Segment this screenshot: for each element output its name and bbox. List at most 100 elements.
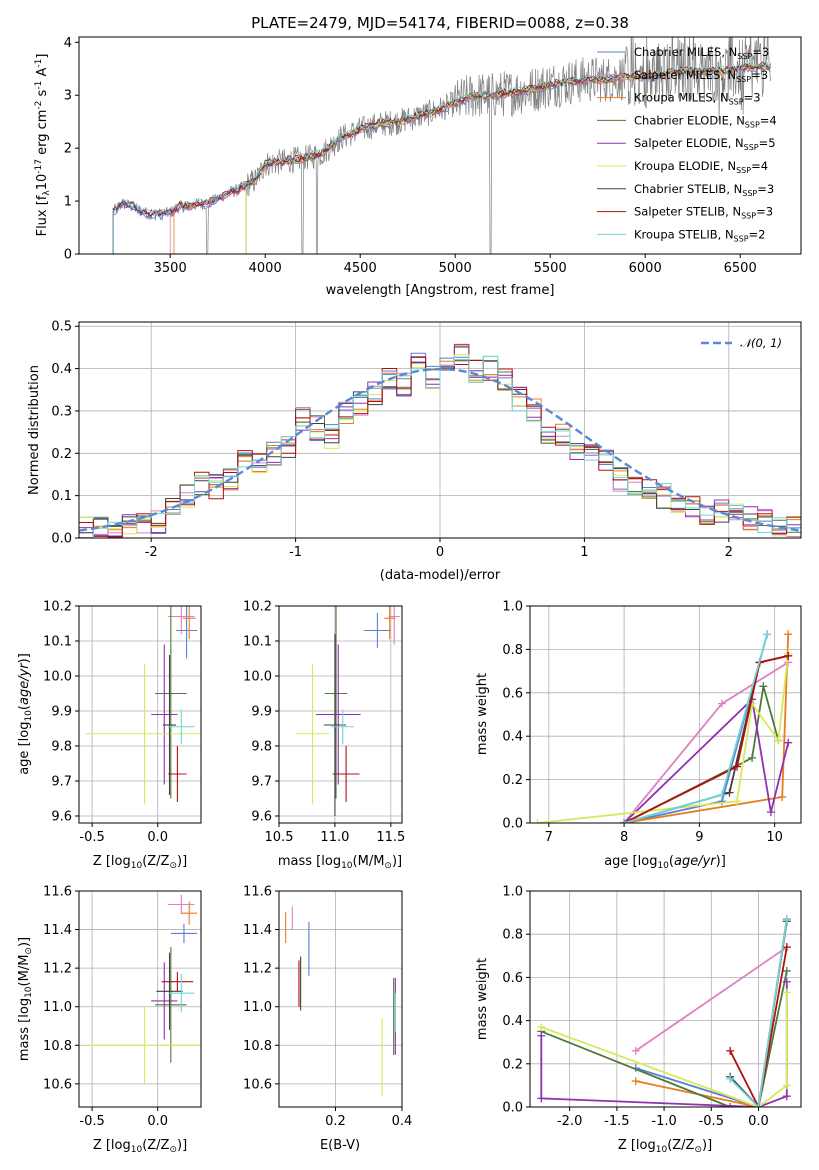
plus-marker (783, 1092, 791, 1100)
y-tick-label: 0.0 (502, 817, 523, 832)
legend-equals: = (760, 113, 770, 127)
y-axis-label-part: age/yr (17, 662, 32, 705)
x-axis-label: age [log10(age/yr)] (604, 854, 726, 871)
legend-equals: = (749, 227, 759, 241)
mass-weight-line (624, 656, 788, 823)
legend-n-prefix: N (734, 182, 743, 196)
legend-n-value: 5 (768, 136, 775, 150)
legend-n-sub: SSP (741, 212, 756, 221)
y-axis-label-part: ] (35, 54, 50, 59)
y-axis-label: mass weight (475, 673, 490, 755)
plus-marker (725, 789, 733, 797)
y-tick-label: 4 (64, 36, 72, 51)
x-tick-label: -0.5 (699, 1114, 724, 1129)
y-tick-label: 0.2 (502, 773, 523, 788)
legend-equals: = (751, 68, 761, 82)
legend-n-sub: SSP (729, 98, 744, 107)
x-axis-label-part: )] (177, 854, 187, 869)
x-tick-label: 10 (766, 830, 783, 845)
plus-marker (763, 630, 771, 638)
plus-marker (784, 739, 792, 747)
legend-separator: , (718, 227, 725, 241)
y-tick-label: 0.2 (502, 1057, 523, 1072)
y-axis-label-part: s (35, 89, 50, 100)
axes-frame (79, 606, 201, 823)
legend-separator: , (721, 45, 728, 59)
x-tick-label: -1.0 (651, 1114, 676, 1129)
legend-n-prefix: N (727, 68, 736, 82)
y-tick-label: 11.6 (43, 885, 72, 900)
y-tick-label: 0.1 (51, 489, 72, 504)
legend-series-name: Kroupa STELIB (634, 227, 718, 241)
y-tick-label: 10.8 (243, 1039, 272, 1054)
x-tick-label: 0.2 (325, 1114, 346, 1129)
y-tick-label: 0.8 (502, 643, 523, 658)
y-axis-label-part: 10 (24, 986, 34, 998)
legend-n-prefix: N (727, 159, 736, 173)
x-axis-label-part: (Z/Z (142, 854, 169, 869)
plus-marker (767, 808, 775, 816)
legend-entry: Chabrier ELODIE, NSSP=4 (634, 113, 777, 129)
x-axis-label-part: (M/M (353, 854, 385, 869)
y-tick-label: 0.6 (502, 686, 523, 701)
axes-frame (279, 891, 402, 1107)
legend-entry: Chabrier STELIB, NSSP=3 (634, 182, 774, 198)
x-axis-label-part: ⊙ (694, 1145, 702, 1155)
legend-entry: Salpeter ELODIE, NSSP=5 (634, 136, 776, 152)
y-axis-label: age [log10(age/yr)] (17, 653, 34, 775)
y-tick-label: 0.2 (51, 447, 72, 462)
z-massweight-panel: -2.0 -1.5 -1.0 -0.5 0.0 0.0 0.2 0.4 0.6 0.8 1.0 Z [… (475, 885, 801, 1156)
y-tick-label: 9.6 (51, 810, 72, 825)
figure-canvas: PLATE=2479, MJD=54174, FIBERID=0088, z=0… (0, 0, 819, 1170)
x-axis-label-part: Z [log (93, 1138, 131, 1153)
legend-entry: Kroupa MILES, NSSP=3 (634, 91, 761, 107)
x-tick-label: 0.0 (147, 830, 168, 845)
legend-n-prefix: N (736, 113, 745, 127)
legend-entry: Salpeter MILES, NSSP=3 (634, 68, 768, 84)
x-tick-label: 0.0 (748, 1114, 769, 1129)
x-axis-label-part: Z [log (93, 854, 131, 869)
y-tick-label: 0.5 (51, 320, 72, 335)
plot-area (86, 589, 204, 804)
y-tick-label: 0.0 (51, 532, 72, 547)
y-axis-label-part: -1 (34, 81, 44, 90)
legend-n-value: 3 (762, 45, 769, 59)
x-axis-label: Z [log10(Z/Z⊙)] (93, 854, 187, 871)
y-tick-label: 10.0 (243, 670, 272, 685)
legend-series-name: Salpeter ELODIE (634, 136, 728, 150)
legend-n-prefix: N (720, 91, 729, 105)
x-tick-label: 3500 (154, 261, 187, 276)
x-axis-label: wavelength [Angstrom, rest frame] (326, 283, 555, 298)
x-axis-label-part: ⊙ (169, 1145, 177, 1155)
legend-n-sub: SSP (737, 52, 752, 61)
x-axis-label: Z [log10(Z/Z⊙)] (618, 1138, 712, 1155)
y-tick-label: 11.0 (243, 1000, 272, 1015)
y-tick-label: 2 (64, 142, 72, 157)
x-tick-label: -1 (289, 545, 302, 560)
plus-marker (759, 682, 767, 690)
y-axis-label-part: ⊙ (24, 947, 34, 955)
y-tick-label: 3 (64, 89, 72, 104)
y-axis-label-part: -1 (34, 59, 44, 68)
plus-marker (784, 630, 792, 638)
plus-marker (778, 793, 786, 801)
x-axis-label: (data-model)/error (380, 568, 501, 583)
y-axis-label: Normed distribution (27, 365, 42, 495)
legend-n-value: 3 (753, 91, 760, 105)
y-axis-label-part: Flux [f (35, 195, 50, 236)
legend-n-value: 3 (767, 182, 774, 196)
x-axis-label-part: Z [log (618, 1138, 656, 1153)
x-tick-label: 0.4 (392, 1114, 413, 1129)
axes-frame (530, 891, 801, 1107)
y-tick-label: 0.0 (502, 1101, 523, 1116)
x-axis-label-part: age [log (604, 854, 657, 869)
legend-entry: Kroupa ELODIE, NSSP=4 (634, 159, 768, 175)
plus-marker (537, 1094, 545, 1102)
legend-separator: , (728, 136, 735, 150)
legend-entry: Kroupa STELIB, NSSP=2 (634, 227, 766, 243)
x-tick-label: 10.5 (265, 830, 294, 845)
x-axis-label-part: age/yr (674, 854, 717, 869)
axes-frame (79, 891, 201, 1107)
x-axis-label-part: )] (177, 1138, 187, 1153)
legend-series-name: Chabrier STELIB (634, 182, 726, 196)
